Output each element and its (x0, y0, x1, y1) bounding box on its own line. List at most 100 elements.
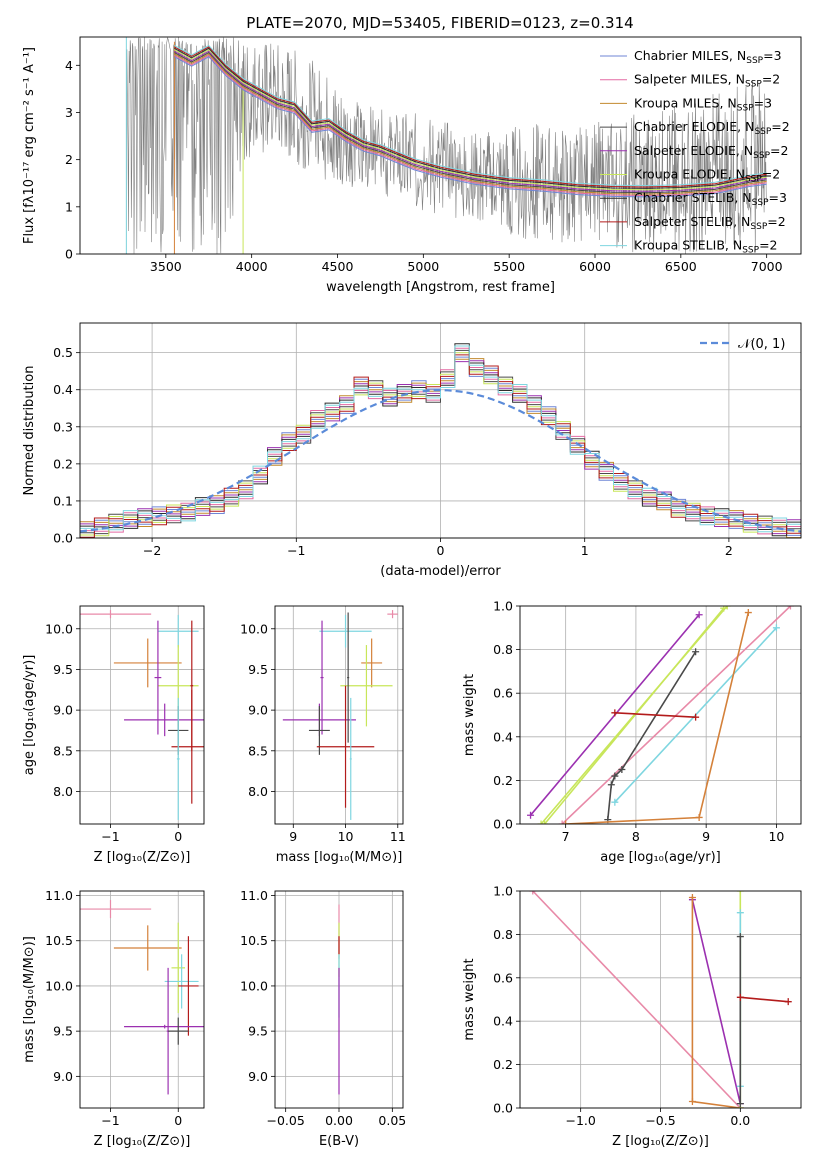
weight-series (736, 933, 744, 1108)
model-fit-line (174, 49, 767, 191)
panel-age_vs_mass: 9 10 11 8.0 8.5 9.0 9.5 10.0 mass [log₁₀(M/M⊙)] (240, 605, 406, 865)
model-fit-line (174, 47, 767, 189)
weight-marker (527, 811, 535, 819)
error-point (113, 638, 182, 688)
x-tick-label: 6500 (665, 259, 697, 274)
y-tick-label: 1.0 (493, 599, 513, 614)
y-axis-label: mass weight (462, 674, 477, 756)
weight-marker (736, 909, 744, 917)
y-tick-label: 8.0 (248, 784, 268, 799)
figure-title: PLATE=2070, MJD=53405, FIBERID=0123, z=0… (246, 14, 633, 32)
axes-frame (79, 36, 802, 255)
x-tick-label: 2 (725, 543, 733, 558)
y-axis-label: mass [log₁₀(M/M⊙)] (22, 936, 37, 1063)
y-tick-label: 1.0 (493, 884, 513, 899)
model-fit-line (174, 54, 767, 197)
y-tick-label: 0.8 (493, 642, 513, 657)
model-fit-line (174, 53, 767, 195)
legend-label: Salpeter MILES, NSSP=2 (634, 72, 780, 90)
model-fit-line (174, 51, 767, 194)
error-point (349, 697, 352, 820)
x-tick-label: 1 (581, 543, 589, 558)
y-tick-label: 10.5 (240, 933, 268, 948)
panel-mass_weight_vs_Z: −1.0 −0.5 0.0 0.0 0.2 0.4 0.6 0.8 1.0 Z [log₁₀(Z/… (462, 884, 802, 1149)
panel-mass_vs_Z: −1 0 9.0 9.5 10.0 10.5 11.0 Z [log₁₀(Z/Z⊙)] mass… (22, 888, 205, 1149)
histogram-step (80, 354, 801, 538)
axes-frame (274, 605, 404, 825)
weight-line (614, 712, 696, 718)
weight-series (611, 709, 700, 721)
weight-marker (736, 891, 744, 895)
weight-series (562, 609, 752, 824)
error-point (347, 612, 350, 743)
y-tick-label: 0.3 (53, 419, 73, 434)
plot-area (80, 610, 204, 820)
y-tick-label: 2 (65, 152, 73, 167)
y-tick-label: 10.0 (45, 978, 73, 993)
weight-marker (784, 998, 792, 1006)
axes-frame (519, 890, 802, 1109)
weight-marker (692, 713, 700, 721)
y-tick-label: 0.2 (53, 456, 73, 471)
panel-mass_weight_vs_age: 7 8 9 10 0.0 0.2 0.4 0.6 0.8 1.0 age [log₁₀(age/yr… (462, 599, 802, 865)
y-tick-label: 8.0 (53, 784, 73, 799)
weight-marker (786, 606, 794, 610)
y-tick-label: 8.5 (248, 743, 268, 758)
panel-spectrum: 3500 4000 4500 5000 5500 6000 6500 7000 0 1 2 3 4 wav… (22, 36, 802, 295)
y-tick-label: 0.5 (53, 345, 73, 360)
weight-marker (736, 993, 744, 1001)
error-point (190, 620, 194, 751)
x-tick-label: −1.0 (565, 1113, 595, 1128)
axes-frame (79, 322, 802, 539)
x-tick-label: 0.0 (730, 1113, 750, 1128)
x-tick-label: 0.05 (378, 1113, 406, 1128)
y-axis-label: Flux [fλ10⁻¹⁷ erg cm⁻² s⁻¹ A⁻¹] (22, 47, 37, 244)
plot-area (527, 606, 794, 824)
weight-line (532, 891, 741, 1108)
error-point (387, 610, 398, 619)
error-point (316, 685, 375, 808)
weight-marker (562, 820, 570, 824)
weight-series (529, 891, 744, 1108)
error-point (171, 922, 186, 1014)
plot-area (80, 900, 204, 1095)
error-point (168, 1017, 189, 1045)
error-point (319, 614, 372, 648)
normal-curve (80, 388, 801, 533)
weight-marker (558, 820, 566, 824)
y-tick-label: 10.0 (240, 978, 268, 993)
weight-marker (692, 648, 700, 656)
weight-marker (720, 606, 728, 612)
weight-marker (611, 772, 619, 780)
spectrum-legend: Chabrier MILES, NSSP=3 Salpeter MILES, NS… (600, 48, 790, 256)
weight-series (604, 648, 700, 824)
y-tick-label: 3 (65, 105, 73, 120)
weight-marker (695, 611, 703, 619)
x-tick-label: 0 (174, 829, 182, 844)
legend-label: Salpeter ELODIE, NSSP=2 (634, 143, 788, 161)
weight-marker (611, 709, 619, 717)
x-tick-label: −2 (143, 543, 161, 558)
y-tick-label: 0.0 (53, 531, 73, 546)
error-point (340, 645, 393, 727)
axes-frame (519, 605, 802, 825)
weight-marker (695, 813, 703, 821)
weight-marker (736, 1100, 744, 1108)
y-tick-label: 9.5 (53, 1024, 73, 1039)
weight-marker (744, 609, 752, 617)
error-point (154, 620, 162, 735)
x-tick-label: 5500 (493, 259, 525, 274)
error-point (361, 638, 383, 688)
model-fit-line (174, 44, 767, 187)
model-fit-line (174, 56, 767, 198)
weight-marker (537, 820, 545, 824)
weight-marker (607, 781, 615, 789)
y-tick-label: 0.6 (493, 686, 513, 701)
x-tick-label: 3500 (150, 259, 182, 274)
y-tick-label: 8.5 (53, 743, 73, 758)
x-axis-label: wavelength [Angstrom, rest frame] (326, 280, 555, 295)
weight-marker (611, 798, 619, 806)
y-tick-label: 0.2 (493, 1057, 513, 1072)
plot-area (529, 891, 792, 1108)
